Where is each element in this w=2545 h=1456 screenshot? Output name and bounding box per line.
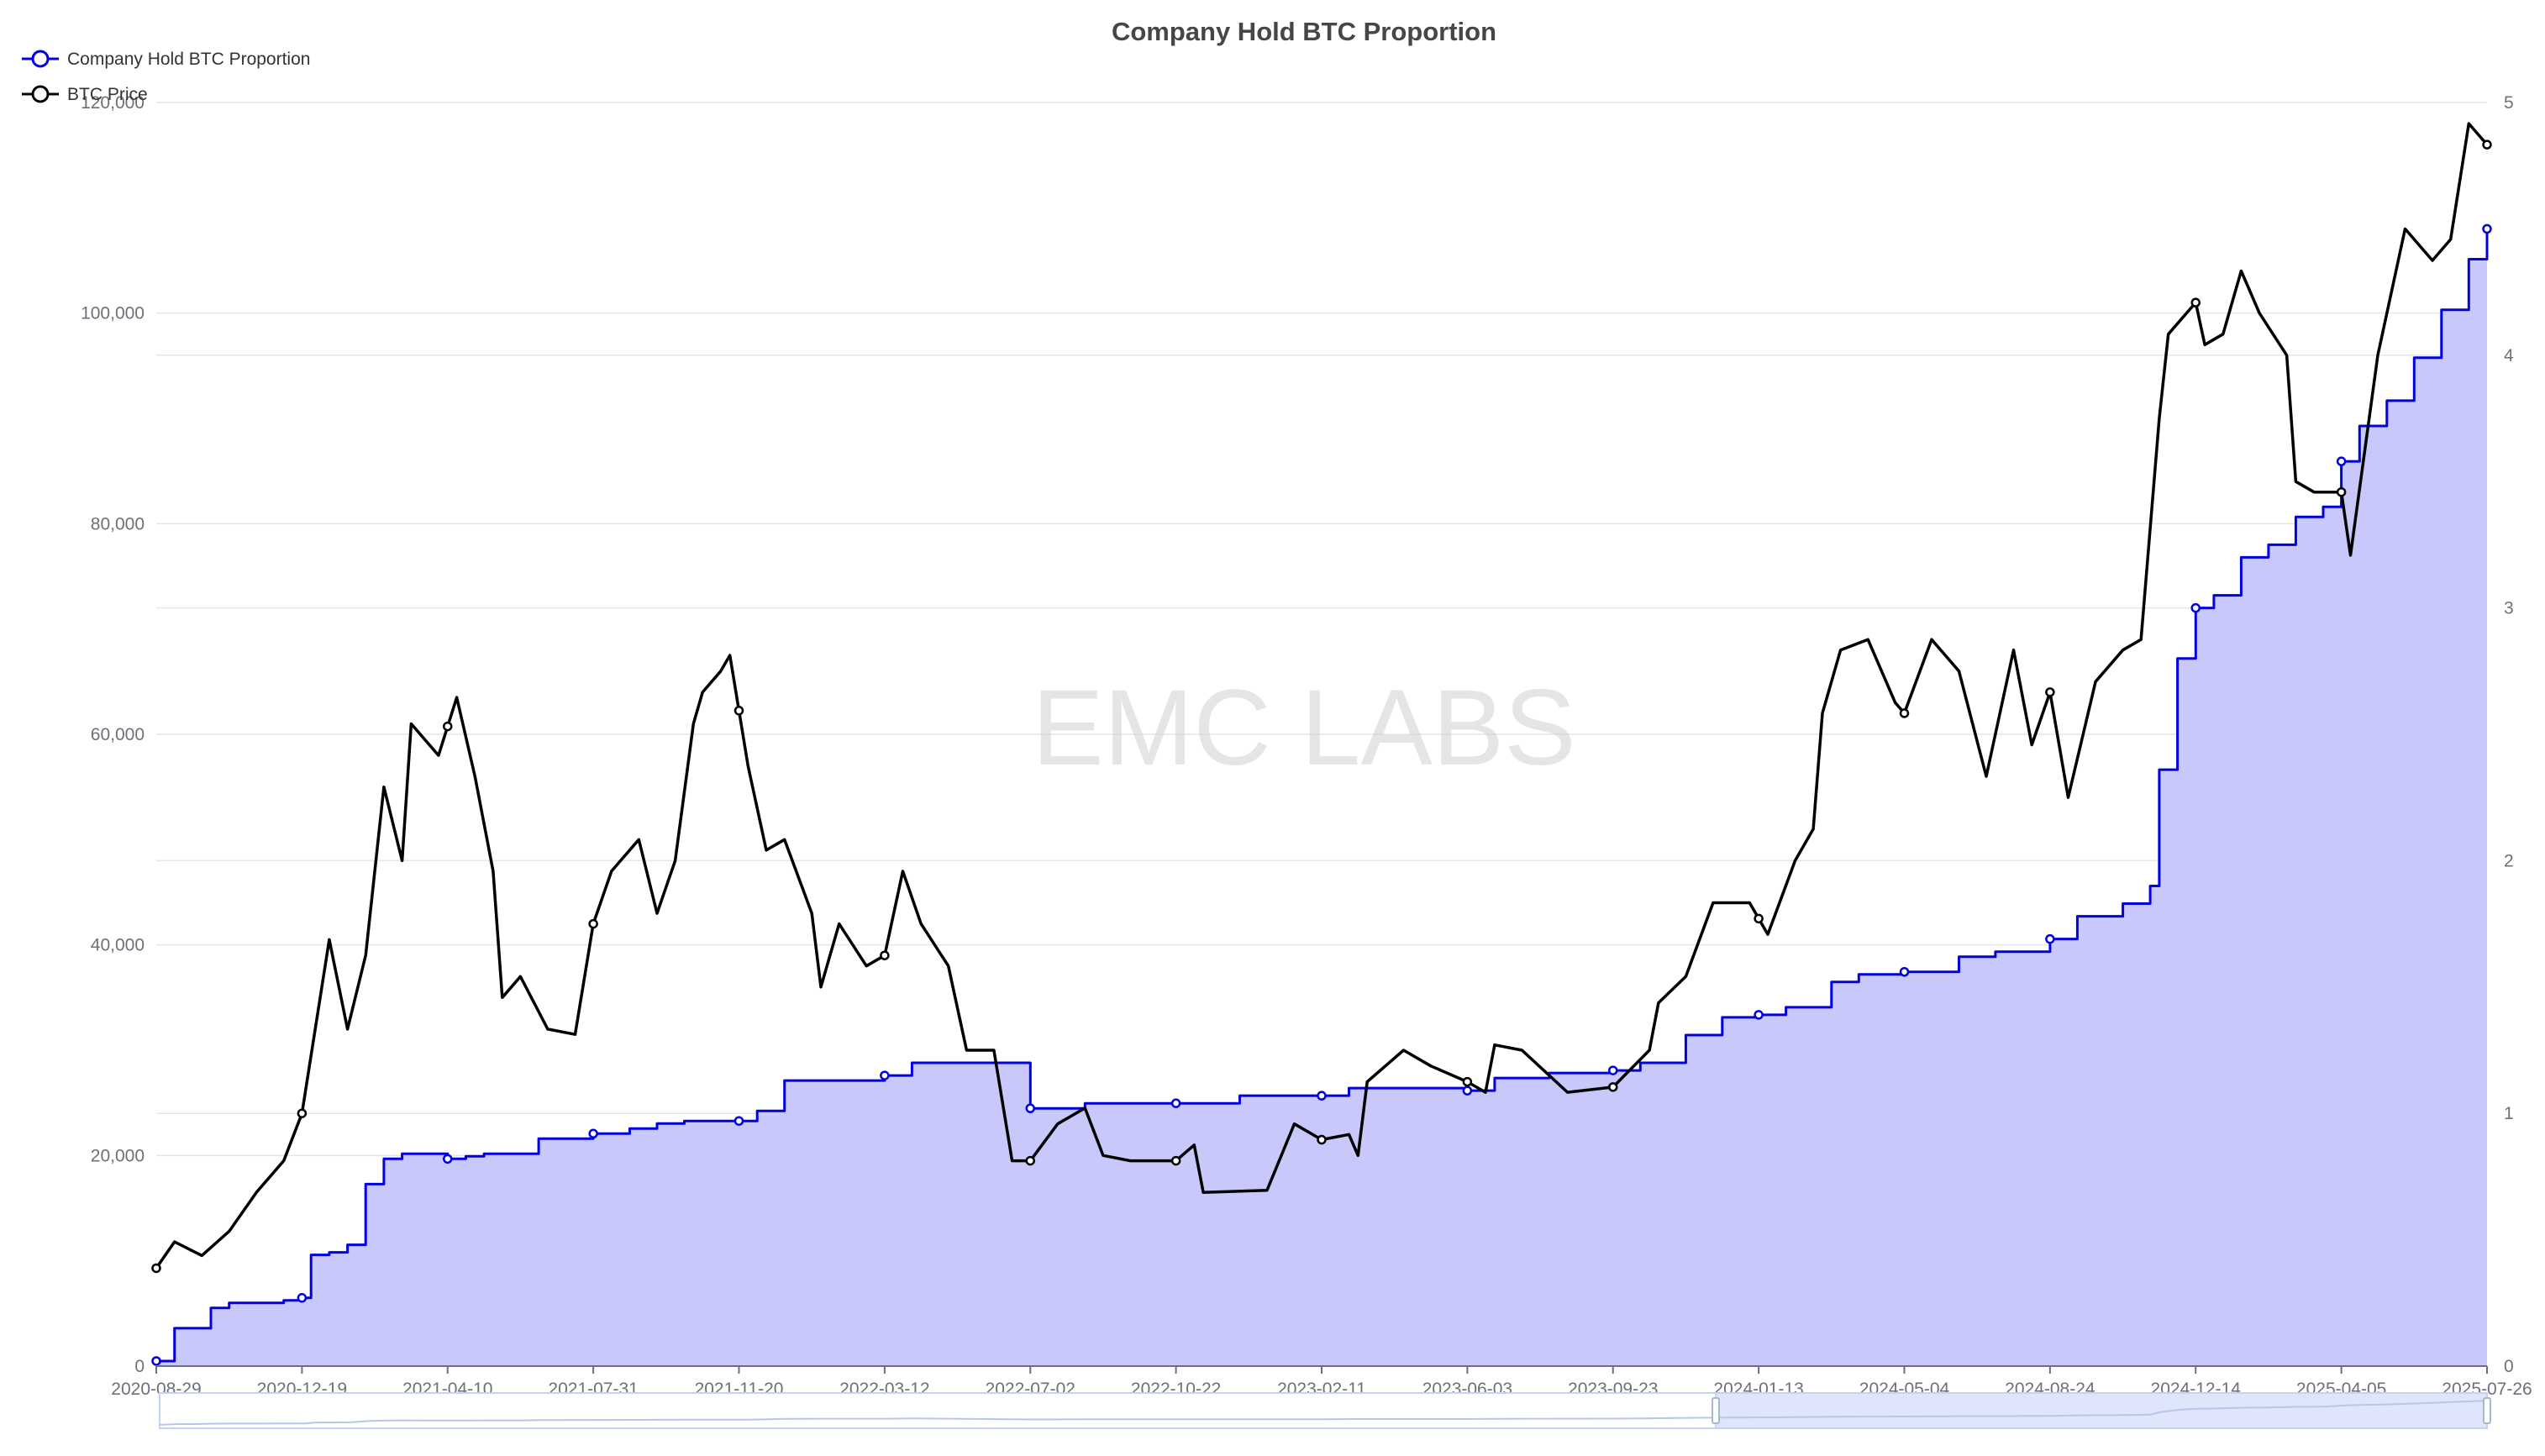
y-left-tick-label: 100,000 bbox=[81, 304, 145, 323]
price-marker bbox=[2190, 297, 2201, 307]
legend: Company Hold BTC Proportion BTC Price bbox=[22, 50, 310, 104]
proportion-marker bbox=[588, 1128, 598, 1139]
slider-preview-line bbox=[159, 1400, 2488, 1426]
y-right-tick-label: 1 bbox=[2504, 1104, 2514, 1123]
slider-handle-right[interactable] bbox=[2483, 1397, 2491, 1424]
y-right-tick-label: 2 bbox=[2504, 851, 2514, 870]
proportion-marker bbox=[297, 1293, 308, 1303]
legend-item-price[interactable]: BTC Price bbox=[22, 85, 148, 104]
proportion-marker bbox=[734, 1116, 744, 1126]
legend-label-proportion: Company Hold BTC Proportion bbox=[67, 50, 310, 69]
price-marker bbox=[588, 918, 598, 929]
price-marker bbox=[2482, 139, 2492, 150]
legend-label-price: BTC Price bbox=[67, 85, 148, 104]
proportion-marker bbox=[1462, 1085, 1473, 1096]
proportion-marker bbox=[1317, 1091, 1327, 1101]
price-marker bbox=[880, 950, 890, 960]
y-left-tick-label: 60,000 bbox=[91, 725, 145, 744]
price-marker bbox=[151, 1263, 161, 1274]
proportion-area bbox=[156, 229, 2487, 1366]
y-axis-right: 0 1 2 3 4 5 bbox=[2504, 93, 2514, 1376]
price-line bbox=[155, 122, 2489, 1269]
y-left-tick-label: 40,000 bbox=[91, 936, 145, 955]
proportion-marker bbox=[2336, 456, 2347, 466]
price-marker bbox=[734, 706, 744, 716]
proportion-marker bbox=[1899, 967, 1910, 977]
y-left-tick-label: 80,000 bbox=[91, 514, 145, 534]
proportion-marker bbox=[880, 1070, 890, 1080]
price-marker bbox=[1754, 913, 1764, 924]
proportion-marker bbox=[1608, 1065, 1618, 1075]
y-left-tick-label: 20,000 bbox=[91, 1146, 145, 1165]
y-right-tick-label: 0 bbox=[2504, 1357, 2514, 1376]
proportion-marker bbox=[443, 1154, 453, 1164]
legend-circle-icon bbox=[31, 85, 50, 103]
proportion-marker bbox=[2190, 602, 2201, 613]
slider-handle-left[interactable] bbox=[1712, 1397, 1720, 1424]
y-right-tick-label: 3 bbox=[2504, 599, 2514, 618]
proportion-marker bbox=[151, 1356, 161, 1366]
price-marker bbox=[1025, 1155, 1035, 1166]
y-right-tick-label: 5 bbox=[2504, 93, 2514, 113]
datazoom-slider[interactable] bbox=[159, 1392, 2491, 1429]
slider-window[interactable] bbox=[1715, 1392, 2488, 1429]
y-left-tick-label: 120,000 bbox=[81, 93, 145, 113]
price-marker bbox=[297, 1108, 308, 1118]
proportion-marker bbox=[1754, 1010, 1764, 1020]
proportion-marker bbox=[2045, 933, 2055, 944]
price-marker bbox=[443, 721, 453, 732]
price-marker bbox=[2336, 486, 2347, 497]
price-marker bbox=[1608, 1082, 1618, 1092]
price-marker bbox=[1899, 708, 1910, 718]
y-right-tick-label: 4 bbox=[2504, 346, 2514, 365]
price-marker bbox=[1170, 1155, 1181, 1166]
proportion-marker bbox=[2482, 223, 2492, 234]
legend-circle-icon bbox=[31, 50, 50, 68]
legend-item-proportion[interactable]: Company Hold BTC Proportion bbox=[22, 50, 310, 69]
watermark: EMC LABS bbox=[1032, 668, 1575, 788]
price-marker bbox=[2045, 687, 2055, 697]
proportion-marker bbox=[1025, 1103, 1035, 1113]
chart-title: Company Hold BTC Proportion bbox=[1112, 17, 1496, 46]
price-marker bbox=[1317, 1134, 1327, 1145]
price-marker bbox=[1462, 1076, 1473, 1087]
y-left-tick-label: 0 bbox=[134, 1357, 145, 1376]
y-axis-left: 0 20,000 40,000 60,000 80,000 100,000 120,000 bbox=[81, 93, 145, 1376]
proportion-marker bbox=[1170, 1098, 1181, 1108]
series-markers bbox=[151, 139, 2492, 1366]
